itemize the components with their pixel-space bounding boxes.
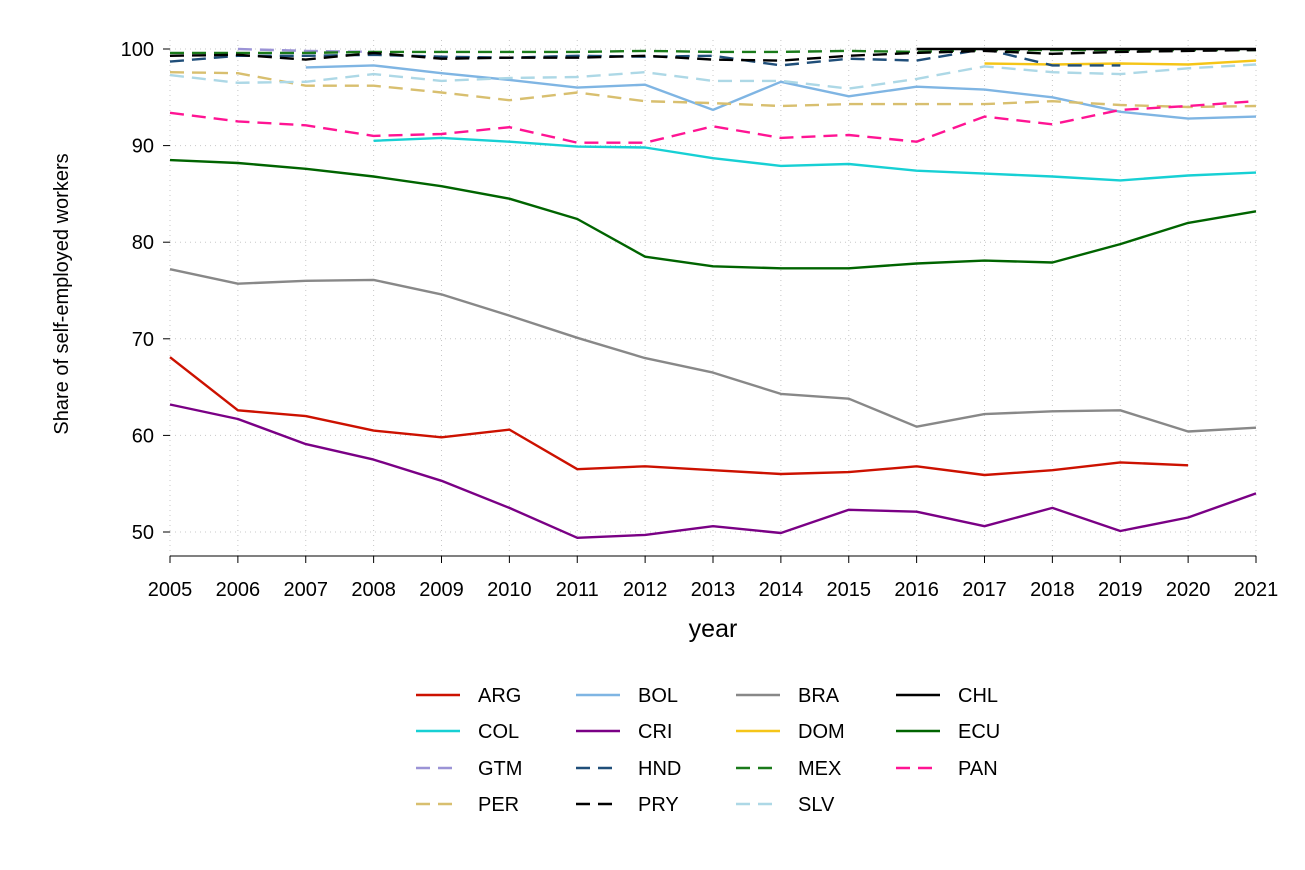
series-line-bol <box>305 64 1257 120</box>
x-tick-label: 2005 <box>148 579 193 601</box>
y-tick-label: 90 <box>132 136 154 158</box>
legend-label-dom: DOM <box>798 721 845 743</box>
grid-lines <box>169 40 1257 556</box>
legend-label-bra: BRA <box>798 685 840 707</box>
series-line-col <box>373 136 1257 182</box>
x-tick-label: 2012 <box>623 579 668 601</box>
legend-label-gtm: GTM <box>478 758 522 780</box>
legend-label-mex: MEX <box>798 758 841 780</box>
x-tick-label: 2013 <box>691 579 736 601</box>
plot-area <box>169 47 1257 539</box>
series-line-arg <box>169 356 1189 477</box>
series-line-per <box>169 71 1257 109</box>
x-tick-label: 2006 <box>216 579 261 601</box>
legend-label-slv: SLV <box>798 794 835 816</box>
series-line-slv <box>169 63 1257 90</box>
legend-label-per: PER <box>478 794 519 816</box>
axes: 2005 2006 2007 2008 2009 2010 2011 2012 2013 2014… <box>121 39 1279 601</box>
x-tick-label: 2007 <box>284 579 329 601</box>
x-tick-label: 2017 <box>962 579 1007 601</box>
x-tick-label: 2009 <box>419 579 464 601</box>
legend-label-cri: CRI <box>638 721 672 743</box>
x-tick-label: 2016 <box>894 579 939 601</box>
legend-label-hnd: HND <box>638 758 681 780</box>
series-line-ecu <box>169 158 1257 270</box>
x-tick-label: 2019 <box>1098 579 1143 601</box>
legend-label-chl: CHL <box>958 685 998 707</box>
x-tick-label: 2018 <box>1030 579 1075 601</box>
x-tick-label: 2015 <box>827 579 872 601</box>
series-line-cri <box>169 403 1257 539</box>
y-tick-label: 50 <box>132 522 154 544</box>
x-tick-label: 2011 <box>556 579 599 601</box>
x-tick-label: 2021 <box>1234 579 1279 601</box>
x-tick-label: 2010 <box>487 579 532 601</box>
x-axis-title: year <box>689 615 738 643</box>
x-tick-label: 2020 <box>1166 579 1211 601</box>
y-tick-label: 60 <box>132 425 154 447</box>
series-line-pan <box>169 100 1257 144</box>
series-line-bra <box>169 268 1257 433</box>
legend-label-pry: PRY <box>638 794 679 816</box>
legend-label-pan: PAN <box>958 758 998 780</box>
legend: ARG BOL BRA CHL COL CRI DOM ECU GTM HND MEX PAN PER P… <box>416 685 1000 816</box>
legend-label-bol: BOL <box>638 685 678 707</box>
y-tick-label: 70 <box>132 329 154 351</box>
legend-label-arg: ARG <box>478 685 521 707</box>
x-tick-label: 2014 <box>759 579 804 601</box>
series-line-pry <box>169 48 1257 62</box>
legend-label-ecu: ECU <box>958 721 1000 743</box>
y-tick-label: 80 <box>132 232 154 254</box>
y-tick-label: 100 <box>121 39 154 61</box>
x-tick-label: 2008 <box>351 579 396 601</box>
series-line-dom <box>984 59 1257 66</box>
y-axis-title: Share of self-employed workers <box>51 153 73 434</box>
legend-label-col: COL <box>478 721 519 743</box>
